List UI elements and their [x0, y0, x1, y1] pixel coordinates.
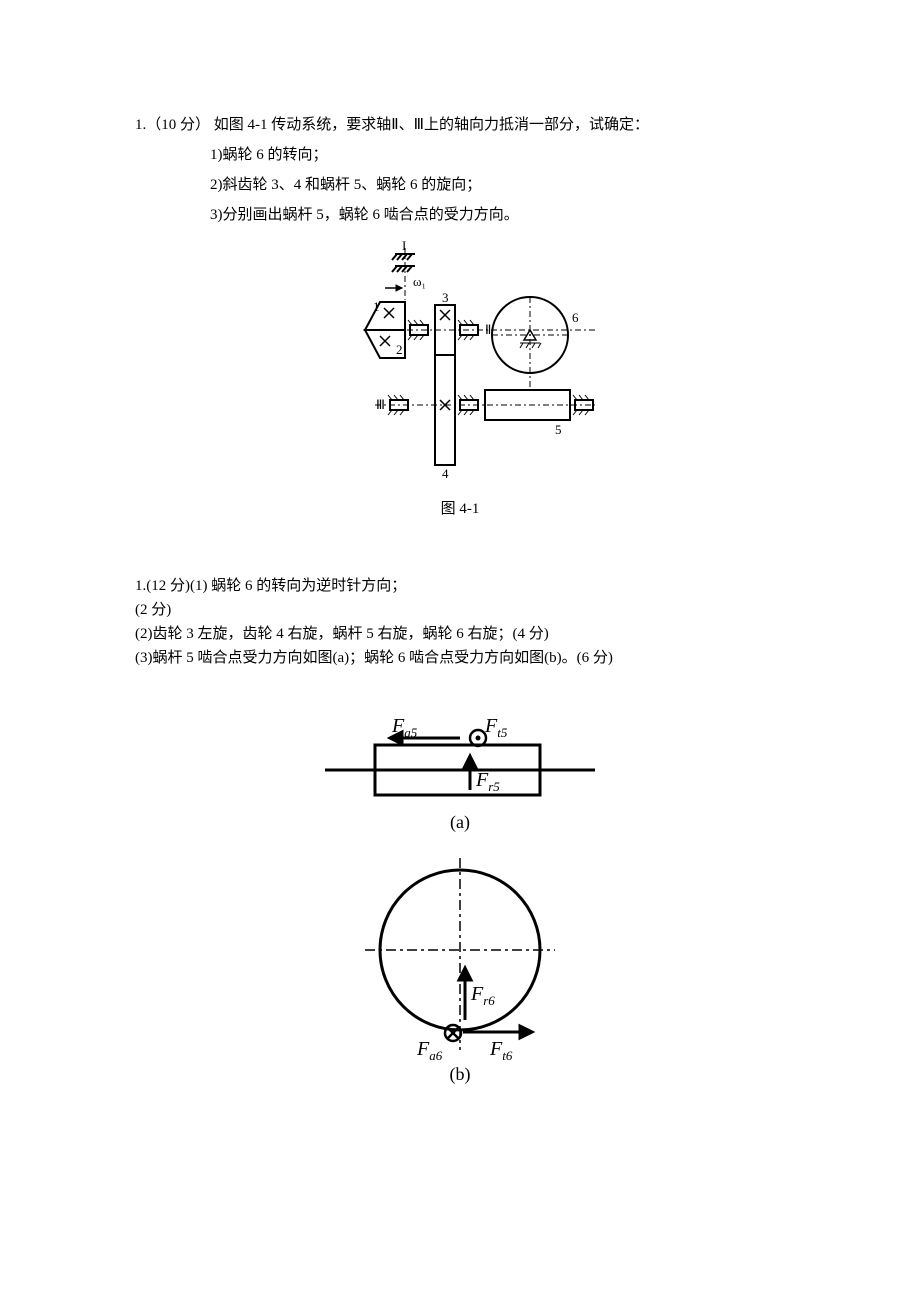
- answer-line-1: 1.(12 分)(1) 蜗轮 6 的转向为逆时针方向；: [135, 574, 785, 598]
- label-5: 5: [555, 422, 562, 437]
- label-Fa5: F: [391, 715, 405, 737]
- figure-4-1: I ω₁ 1 2 3 Ⅱ 6 Ⅲ 4 5 图 4-1: [135, 240, 785, 524]
- question-item-1: 1)蜗轮 6 的转向；: [135, 140, 785, 170]
- question-item-2: 2)斜齿轮 3、4 和蜗杆 5、蜗轮 6 的旋向；: [135, 170, 785, 200]
- answer-line-1b: (2 分): [135, 598, 785, 622]
- answer-line-3: (3)蜗杆 5 啮合点受力方向如图(a)；蜗轮 6 啮合点受力方向如图(b)。(…: [135, 646, 785, 670]
- label-II: Ⅱ: [485, 322, 491, 337]
- label-Fr5: F: [475, 769, 489, 791]
- figure-a: Fa5 Ft5 Fr5 (a): [135, 710, 785, 840]
- svg-text:Fa6: Fa6: [416, 1038, 443, 1063]
- question-item-3: 3)分别画出蜗杆 5，蜗轮 6 啮合点的受力方向。: [135, 200, 785, 230]
- caption-a: (a): [450, 812, 470, 833]
- answer-line-2: (2)齿轮 3 左旋，齿轮 4 右旋，蜗杆 5 右旋，蜗轮 6 右旋；(4 分): [135, 622, 785, 646]
- label-2: 2: [396, 342, 403, 357]
- label-I: I: [402, 240, 406, 253]
- svg-text:Fr6: Fr6: [470, 983, 495, 1008]
- label-3: 3: [442, 290, 449, 305]
- svg-text:Ft6: Ft6: [489, 1038, 513, 1063]
- svg-text:Ft5: Ft5: [484, 715, 508, 740]
- label-4: 4: [442, 466, 449, 481]
- label-Ft6: F: [489, 1038, 503, 1060]
- answer-block: 1.(12 分)(1) 蜗轮 6 的转向为逆时针方向； (2 分) (2)齿轮 …: [135, 574, 785, 670]
- label-III: Ⅲ: [376, 397, 385, 412]
- figure-4-1-caption: 图 4-1: [135, 494, 785, 524]
- label-6: 6: [572, 310, 579, 325]
- label-Fa6: F: [416, 1038, 430, 1060]
- caption-b: (b): [450, 1064, 471, 1085]
- label-Fr6: F: [470, 983, 484, 1005]
- question-line-main: 1.（10 分） 如图 4-1 传动系统，要求轴Ⅱ、Ⅲ上的轴向力抵消一部分，试确…: [135, 110, 785, 140]
- label-1: 1: [373, 299, 380, 314]
- svg-text:Fa5: Fa5: [391, 715, 418, 740]
- label-Ft5: F: [484, 715, 498, 737]
- svg-text:Fr5: Fr5: [475, 769, 500, 794]
- label-omega: ω₁: [413, 274, 426, 289]
- figure-b: Fr6 Fa6 Ft6 (b): [135, 850, 785, 1085]
